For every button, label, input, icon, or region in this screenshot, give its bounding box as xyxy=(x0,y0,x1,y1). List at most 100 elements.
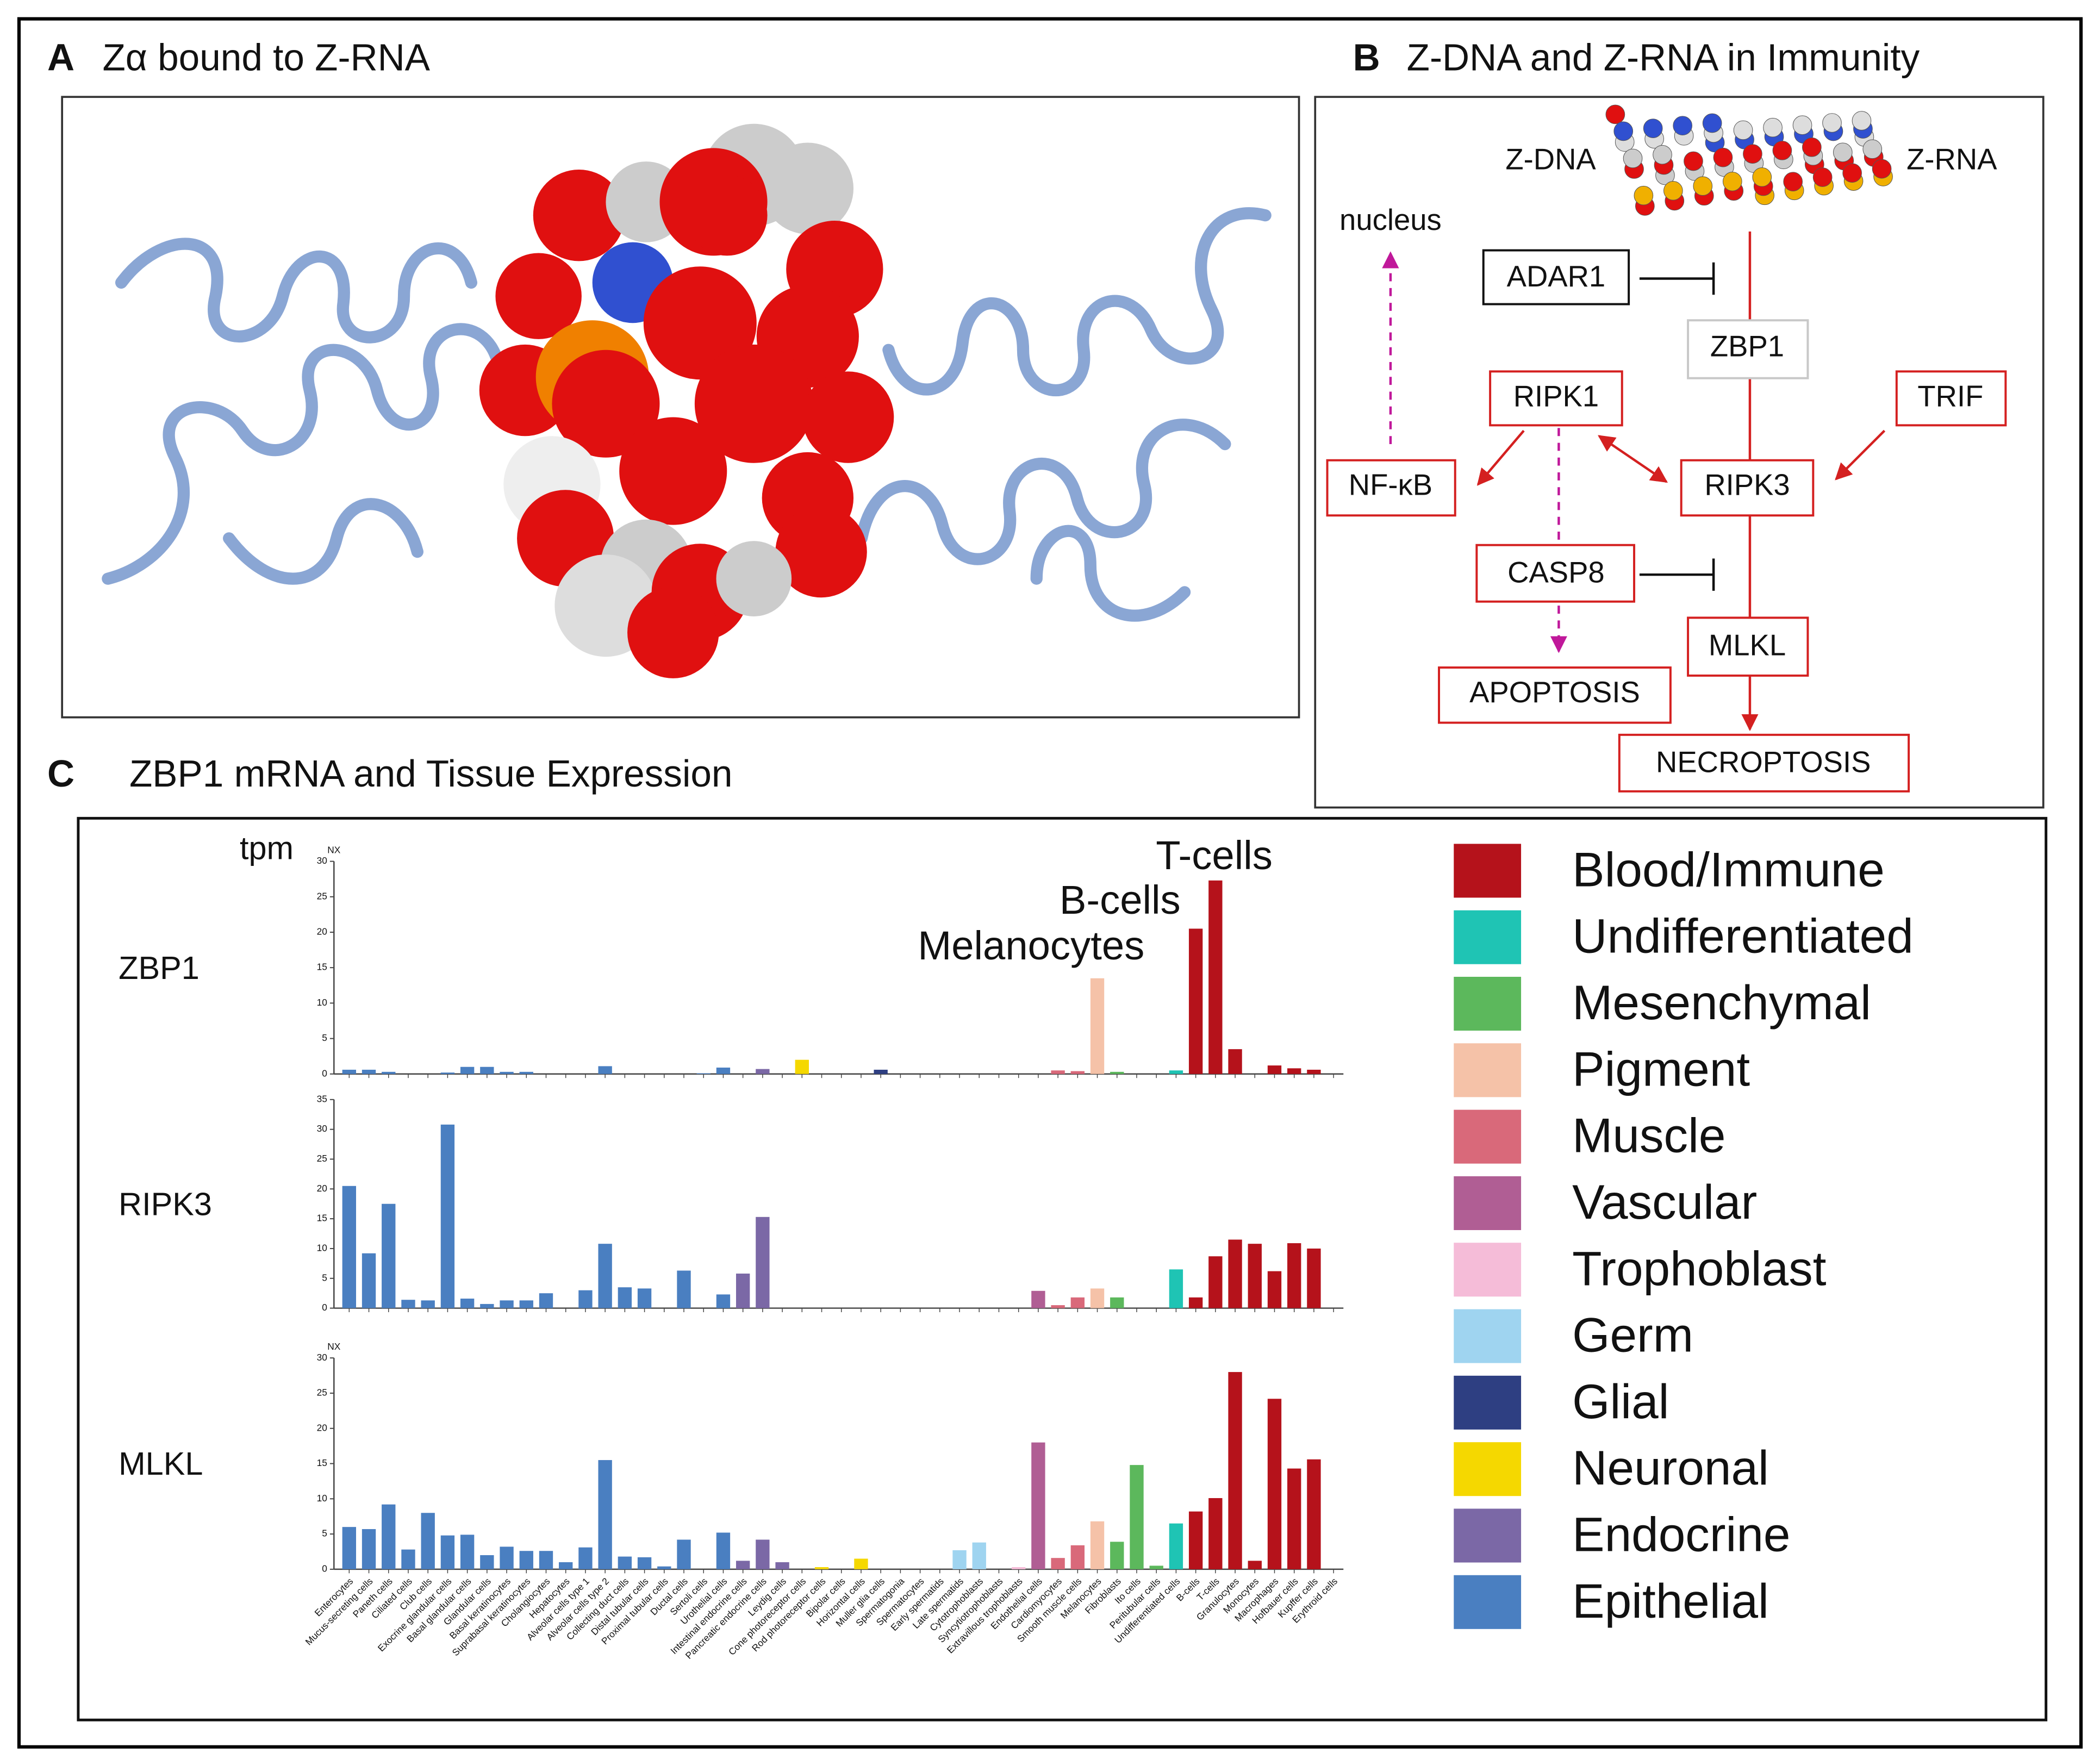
bar xyxy=(578,1290,593,1308)
legend-swatch xyxy=(1454,977,1522,1031)
panel-frame xyxy=(77,816,2048,1721)
legend-swatch xyxy=(1454,1043,1522,1097)
bar xyxy=(519,1551,533,1569)
bar xyxy=(972,1542,986,1569)
legend-swatch xyxy=(1454,1243,1522,1297)
bar xyxy=(756,1069,770,1074)
ribbon xyxy=(102,323,504,585)
legend-swatch xyxy=(1454,1176,1522,1230)
bar xyxy=(519,1300,533,1308)
panel-label: C xyxy=(47,752,74,795)
bar xyxy=(775,1562,789,1569)
bar xyxy=(342,1527,357,1569)
node-box xyxy=(1438,666,1672,724)
legend-label: Neuronal xyxy=(1572,1440,1769,1495)
bar xyxy=(1169,1070,1183,1074)
bar xyxy=(952,1550,967,1569)
node-label: NECROPTOSIS xyxy=(1656,746,1871,779)
atom xyxy=(1752,167,1772,187)
atom xyxy=(619,417,727,525)
bar xyxy=(440,1535,455,1569)
node-label: ZBP1 xyxy=(1710,330,1784,363)
bar xyxy=(1110,1297,1124,1308)
protein-structure xyxy=(102,123,1272,678)
bar xyxy=(342,1069,357,1074)
atom xyxy=(694,344,813,463)
y-tick-label: 20 xyxy=(317,1183,327,1194)
bar xyxy=(1267,1271,1282,1308)
bar xyxy=(480,1555,494,1569)
atom xyxy=(802,371,894,463)
y-tick-label: 35 xyxy=(317,1093,327,1104)
atom xyxy=(775,506,867,598)
bar xyxy=(539,1551,553,1569)
bar xyxy=(1188,1297,1203,1308)
outer-frame xyxy=(17,17,2083,1749)
bar xyxy=(480,1303,494,1308)
annotation: B-cells xyxy=(1060,877,1181,922)
y-axis-label: tpm xyxy=(240,829,294,866)
bar xyxy=(677,1539,691,1569)
bar xyxy=(500,1546,514,1569)
bar xyxy=(362,1529,376,1569)
y-tick-label: 30 xyxy=(317,1123,327,1134)
bar xyxy=(795,1059,809,1074)
node-box xyxy=(1482,249,1630,305)
bar xyxy=(559,1562,573,1569)
bar xyxy=(1287,1243,1301,1308)
bar xyxy=(696,1073,711,1074)
bar xyxy=(1031,1442,1045,1569)
edge-arrow xyxy=(1835,429,1886,481)
bar xyxy=(618,1556,632,1569)
atom xyxy=(627,587,719,678)
panel-label: B xyxy=(1353,36,1380,79)
legend-swatch xyxy=(1454,1442,1522,1496)
y-tick-label: 20 xyxy=(317,926,327,937)
node-box xyxy=(1895,370,2007,427)
bar xyxy=(440,1124,455,1308)
atom xyxy=(1673,116,1692,136)
atom xyxy=(1653,145,1672,165)
atom xyxy=(1684,151,1703,171)
bar xyxy=(1110,1542,1124,1569)
bar xyxy=(342,1186,357,1308)
atom xyxy=(533,169,625,261)
bar xyxy=(440,1072,455,1074)
bar xyxy=(578,1547,593,1569)
bar xyxy=(736,1561,750,1569)
bar xyxy=(618,1287,632,1308)
panel-title: ZBP1 mRNA and Tissue Expression xyxy=(129,752,732,795)
bar xyxy=(1287,1468,1301,1569)
atom xyxy=(1772,141,1792,160)
atom xyxy=(1722,172,1742,191)
y-tick-label: 25 xyxy=(317,1153,327,1164)
bar xyxy=(382,1071,396,1074)
bar xyxy=(1130,1465,1144,1569)
ribbon xyxy=(1030,525,1191,622)
bar xyxy=(1051,1305,1065,1308)
bar xyxy=(1031,1290,1045,1308)
bar xyxy=(716,1068,731,1074)
bar xyxy=(362,1069,376,1074)
bar xyxy=(1090,978,1105,1074)
atom xyxy=(1713,147,1733,167)
atom xyxy=(1743,144,1762,164)
atom xyxy=(687,174,768,256)
bar xyxy=(716,1294,731,1308)
legend-label: Trophoblast xyxy=(1572,1241,1827,1295)
bar xyxy=(500,1071,514,1074)
bar xyxy=(500,1300,514,1308)
bar xyxy=(1208,880,1223,1074)
bar xyxy=(1070,1297,1085,1308)
atom xyxy=(1833,142,1853,163)
bar xyxy=(1208,1498,1223,1569)
bar xyxy=(1110,1071,1124,1074)
atom xyxy=(1783,172,1803,192)
y-tick-label: 25 xyxy=(317,1387,327,1398)
bar xyxy=(401,1549,415,1569)
atom xyxy=(716,541,792,616)
series-label: ZBP1 xyxy=(119,950,200,986)
node-label: ADAR1 xyxy=(1507,260,1606,293)
pathway-edges xyxy=(1382,231,1886,732)
